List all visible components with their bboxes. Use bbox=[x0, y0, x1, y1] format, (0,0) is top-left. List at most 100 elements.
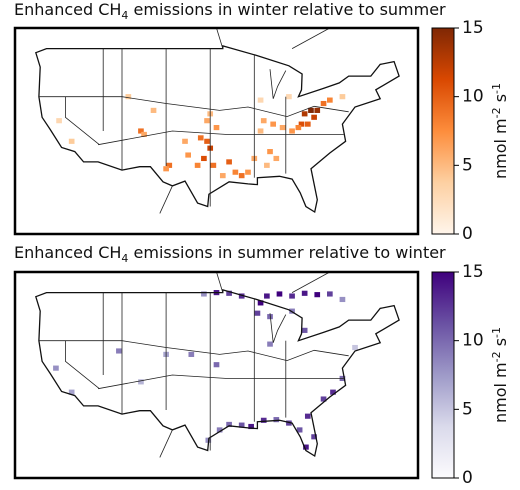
colorbar-tick-label: 10 bbox=[462, 331, 484, 351]
grid-cell bbox=[213, 362, 220, 368]
panel: Enhanced CH4 emissions in winter relativ… bbox=[13, 0, 510, 244]
grid-cell bbox=[194, 162, 201, 168]
grid-cell bbox=[238, 293, 245, 299]
grid-cell bbox=[68, 138, 75, 144]
title-part: emissions in winter relative to summer bbox=[128, 0, 446, 19]
grid-cell bbox=[150, 107, 157, 113]
title-part: 4 bbox=[121, 252, 128, 265]
panel-title: Enhanced CH4 emissions in winter relativ… bbox=[14, 0, 446, 22]
grid-cell bbox=[320, 396, 327, 402]
map bbox=[35, 28, 400, 214]
label-part: s bbox=[491, 94, 510, 107]
grid-cell bbox=[327, 97, 333, 103]
grid-cell bbox=[254, 310, 261, 316]
border-line bbox=[269, 313, 287, 343]
border-line bbox=[159, 429, 173, 458]
label-part: -2 bbox=[490, 107, 503, 118]
grid-cell bbox=[138, 128, 144, 134]
grid-cell bbox=[301, 290, 308, 296]
grid-cell bbox=[304, 413, 311, 419]
grid-cell bbox=[232, 169, 239, 175]
grid-cell bbox=[279, 124, 286, 131]
border-line bbox=[38, 340, 349, 362]
colorbar-label: nmol m-2 s-1 bbox=[490, 327, 510, 423]
grid-cell bbox=[185, 152, 191, 158]
grid-cell bbox=[267, 341, 273, 347]
grid-cell bbox=[219, 173, 226, 179]
grid-cell bbox=[264, 293, 270, 299]
grid-cell bbox=[273, 155, 280, 162]
border-line bbox=[159, 185, 173, 214]
grid-cell bbox=[68, 389, 75, 395]
grid-cell bbox=[257, 300, 264, 306]
grid-cell bbox=[116, 348, 122, 354]
map bbox=[35, 272, 400, 458]
grid-cell bbox=[260, 417, 267, 423]
colorbar-tick-label: 10 bbox=[462, 87, 484, 107]
grid-cell bbox=[197, 135, 204, 141]
grid-cell bbox=[204, 118, 210, 124]
border-line bbox=[65, 96, 100, 146]
grid-cell bbox=[226, 159, 232, 165]
border-line bbox=[269, 69, 287, 99]
grid-cell bbox=[339, 296, 346, 303]
border-line bbox=[216, 272, 224, 293]
grid-cell bbox=[201, 291, 207, 297]
grid-cell bbox=[226, 421, 232, 428]
border-line bbox=[216, 28, 224, 49]
grid-cell bbox=[182, 138, 188, 144]
grid-cell bbox=[327, 291, 333, 297]
grid-cell bbox=[204, 138, 210, 144]
label-part: -2 bbox=[490, 351, 503, 362]
border-line bbox=[38, 96, 349, 118]
grid-cell bbox=[188, 351, 195, 357]
panel-title: Enhanced CH4 emissions in summer relativ… bbox=[14, 243, 446, 265]
grid-cell bbox=[301, 327, 308, 333]
grid-cell bbox=[238, 422, 245, 428]
grid-cell bbox=[201, 155, 207, 162]
border-line bbox=[291, 28, 330, 49]
colorbar-tick-label: 0 bbox=[462, 468, 473, 488]
panel: Enhanced CH4 emissions in summer relativ… bbox=[13, 243, 510, 488]
grid-cell bbox=[304, 121, 311, 127]
country-outline bbox=[35, 45, 400, 214]
country-outline bbox=[35, 289, 400, 458]
grid-cell bbox=[53, 365, 59, 371]
map-frame bbox=[13, 270, 420, 480]
border-line bbox=[98, 130, 344, 146]
colorbar bbox=[431, 271, 455, 479]
grid-cell bbox=[311, 434, 317, 440]
label-part: -1 bbox=[490, 327, 503, 338]
grid-cell bbox=[216, 427, 223, 433]
grid-cell bbox=[295, 124, 302, 131]
grid-cell bbox=[260, 118, 267, 124]
label-part: s bbox=[491, 338, 510, 351]
grid-cell bbox=[210, 162, 217, 168]
grid-cell bbox=[276, 291, 283, 297]
grid-cell bbox=[314, 107, 321, 113]
grid-cell bbox=[264, 162, 270, 168]
colorbar-label: nmol m-2 s-1 bbox=[490, 83, 510, 179]
grid-cell bbox=[339, 94, 346, 100]
colorbar-tick-label: 5 bbox=[462, 399, 473, 419]
grid-cell bbox=[352, 344, 358, 351]
grid-cell bbox=[257, 128, 264, 134]
grid-cell bbox=[125, 94, 132, 100]
grid-cell bbox=[163, 166, 169, 172]
grid-cell bbox=[226, 290, 232, 296]
title-part: emissions in summer relative to winter bbox=[128, 243, 446, 262]
colorbar bbox=[431, 27, 455, 235]
border-line bbox=[65, 340, 100, 390]
grid-cell bbox=[311, 114, 317, 120]
grid-cell bbox=[298, 121, 305, 127]
grid-cell bbox=[166, 162, 173, 168]
label-part: -1 bbox=[490, 83, 503, 94]
grid-cell bbox=[248, 423, 254, 430]
border-line bbox=[291, 272, 330, 293]
title-part: Enhanced CH bbox=[14, 0, 121, 19]
grid-cell bbox=[138, 379, 144, 385]
grid-cell bbox=[308, 107, 314, 113]
grid-cell bbox=[56, 118, 62, 124]
grid-cell bbox=[257, 97, 264, 103]
